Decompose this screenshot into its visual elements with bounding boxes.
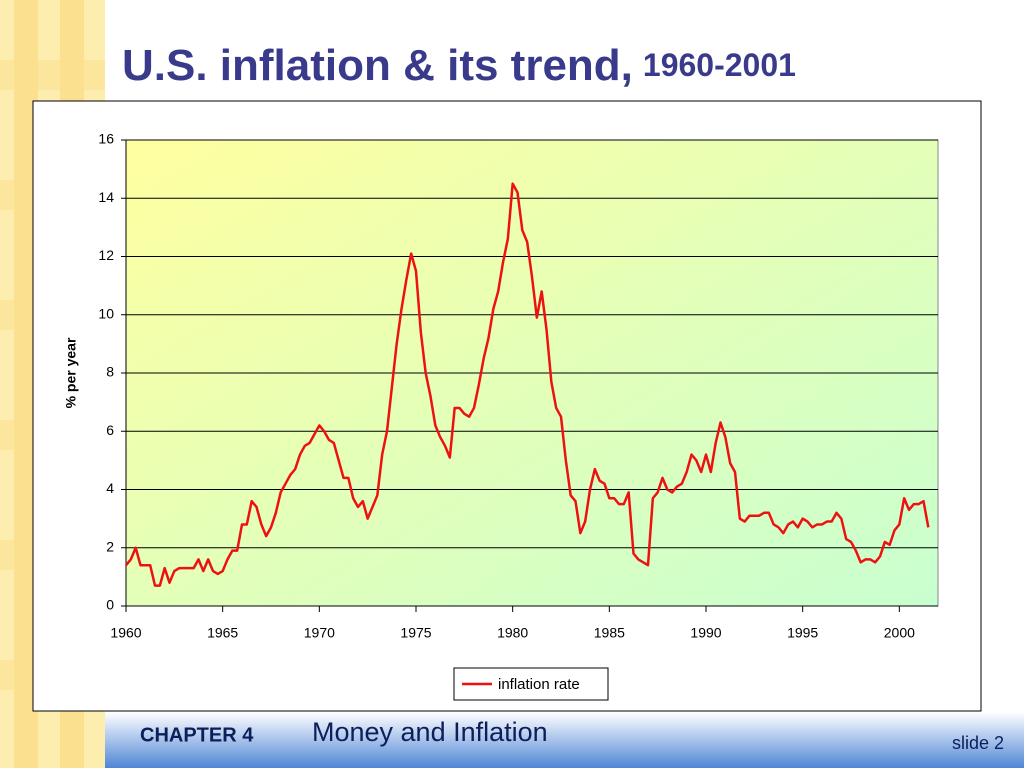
y-tick-label: 12 [98,247,114,263]
y-axis-label: % per year [63,337,79,408]
x-tick-label: 1980 [497,625,528,641]
footer-band [105,712,1024,768]
y-tick-label: 6 [106,422,114,438]
slide-title: U.S. inflation & its trend, 1960-2001 [122,41,796,90]
x-tick-label: 1990 [690,625,721,641]
y-tick-label: 0 [106,597,114,613]
y-tick-label: 10 [98,305,114,321]
series-line [125,182,930,587]
legend-label: inflation rate [498,676,580,693]
title: U.S. inflation & its trend, [122,41,633,90]
footer-topic: Money and Inflation [312,717,548,747]
chart: 0 2 4 6 8 10 12 14 16 1960 1965 1970 1975 1980 1985 199… [98,131,938,701]
title-years: 1960-2001 [643,47,796,83]
x-tick-label: 1965 [207,625,238,641]
y-tick-label: 4 [106,480,114,496]
x-tick-label: 2000 [884,625,915,641]
y-tick-label: 8 [106,364,114,380]
x-tick-label: 1970 [304,625,335,641]
x-tick-label: 1995 [787,625,818,641]
footer-slide: slide 2 [952,733,1004,753]
y-tick-label: 2 [106,538,114,554]
x-tick-label: 1985 [594,625,625,641]
x-tick-label: 1975 [400,625,431,641]
y-tick-label: 14 [98,189,114,205]
y-tick-label: 16 [98,131,114,147]
x-tick-label: 1960 [110,625,141,641]
footer-chapter: CHAPTER 4 [140,724,254,746]
